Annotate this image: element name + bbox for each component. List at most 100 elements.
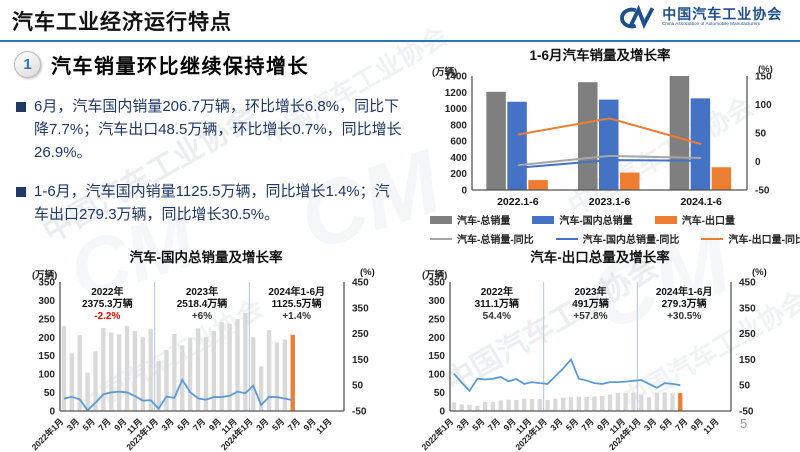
svg-text:2022.1-6: 2022.1-6 [497, 196, 539, 208]
svg-text:11月: 11月 [701, 416, 720, 435]
chart-legend: 汽车-总销量 汽车-国内总销量 汽车-出口量 汽车-总销量-同比 汽车-国内总销量-同比… [402, 212, 800, 246]
chart-title: 汽车-出口总量及增长率 [530, 250, 670, 265]
svg-text:50: 50 [739, 381, 751, 392]
svg-text:+30.5%: +30.5% [667, 311, 701, 322]
svg-text:7月: 7月 [191, 416, 207, 432]
svg-text:11月: 11月 [314, 416, 333, 435]
chart-canvas: 0 200 400 600 800 1000 1200 1400 -50 0 50 100 150 202… [445, 72, 772, 209]
svg-text:2023年: 2023年 [574, 285, 606, 298]
bullet-june-summary: 6月，汽车国内销量206.7万辆，环比增长6.8%，同比下降7.7%；汽车出口4… [14, 95, 402, 164]
svg-text:350: 350 [38, 278, 55, 289]
caam-monogram-icon [620, 4, 655, 29]
svg-text:+6%: +6% [192, 311, 212, 322]
header-rule [0, 40, 800, 42]
svg-text:3月: 3月 [454, 416, 470, 432]
svg-text:1000: 1000 [445, 104, 468, 115]
svg-text:3月: 3月 [254, 416, 270, 432]
svg-text:50: 50 [434, 388, 446, 399]
svg-text:7月: 7月 [486, 416, 502, 432]
left-axis-unit: (万辆) [422, 270, 448, 281]
legend-item: 汽车-国内总销量-同比 [555, 231, 679, 246]
svg-text:7月: 7月 [286, 416, 302, 432]
svg-text:3月: 3月 [548, 416, 564, 432]
svg-text:5月: 5月 [175, 416, 191, 432]
caam-logo: 中国汽车工业协会 China Association of Automobile… [614, 4, 788, 32]
svg-text:1200: 1200 [445, 88, 468, 99]
svg-text:800: 800 [450, 120, 467, 131]
svg-text:200: 200 [450, 169, 467, 180]
svg-text:150: 150 [352, 355, 369, 366]
svg-text:150: 150 [428, 351, 445, 362]
svg-text:150: 150 [739, 355, 756, 366]
right-axis-unit: (%) [758, 64, 773, 75]
svg-text:2024.1-6: 2024.1-6 [680, 196, 722, 208]
svg-text:311.1万辆: 311.1万辆 [475, 297, 519, 310]
bullet-square-icon [16, 102, 26, 112]
legend-item: 汽车-国内总销量 [532, 212, 633, 227]
svg-text:3月: 3月 [642, 416, 658, 432]
right-axis-unit: (%) [360, 267, 375, 278]
svg-text:250: 250 [428, 314, 445, 325]
svg-text:+57.8%: +57.8% [573, 311, 607, 322]
svg-text:200: 200 [38, 333, 55, 344]
svg-text:2022年1月: 2022年1月 [420, 416, 456, 451]
svg-text:350: 350 [739, 303, 756, 314]
svg-text:50: 50 [352, 381, 364, 392]
svg-text:279.3万辆: 279.3万辆 [662, 297, 707, 310]
svg-text:3月: 3月 [65, 416, 81, 432]
svg-text:150: 150 [755, 72, 772, 83]
chart-section-domestic-monthly: 汽车-国内总销量及增长率 (万辆) (%) 0 50 100 150 200 250 300… [14, 246, 398, 451]
chart-title: 1-6月汽车销量及增长率 [529, 48, 671, 63]
svg-text:5月: 5月 [80, 416, 96, 432]
chart-section-export-monthly: 汽车-出口总量及增长率 (万辆) (%) 0 50 100 150 200 250 300 3… [404, 246, 796, 451]
section-heading: 汽车销量环比继续保持增长 [51, 56, 309, 78]
svg-text:100: 100 [755, 100, 772, 111]
svg-text:0: 0 [49, 407, 55, 418]
svg-text:600: 600 [450, 137, 467, 148]
section-number-badge: 1 [14, 51, 41, 78]
svg-text:-2.2%: -2.2% [94, 311, 120, 322]
svg-text:100: 100 [38, 370, 55, 381]
svg-text:450: 450 [352, 278, 369, 289]
svg-text:100: 100 [428, 370, 445, 381]
page-number: 5 [740, 416, 748, 431]
svg-text:2375.3万辆: 2375.3万辆 [82, 297, 133, 310]
chart-canvas: 0 50 100 150 200 250 300 350 -50 50 150 250 350 450 20… [30, 278, 370, 452]
page-header: 汽车工业经济运行特点 [12, 6, 232, 36]
svg-text:-50: -50 [755, 186, 770, 197]
svg-text:2022年: 2022年 [91, 285, 123, 298]
svg-text:7月: 7月 [673, 416, 689, 432]
svg-text:2022年1月: 2022年1月 [30, 416, 66, 451]
chart-body: 0 50 100 150 200 250 300 350 -50 50 150 250 350 450 20… [404, 276, 796, 452]
svg-text:2023年: 2023年 [186, 285, 218, 298]
svg-text:200: 200 [428, 333, 445, 344]
chart-body: 0 50 100 150 200 250 300 350 -50 50 150 250 350 450 20… [14, 276, 398, 452]
svg-text:-50: -50 [352, 407, 367, 418]
chart-section-halfyear-sales: 1-6月汽车销量及增长率 (万辆) (%) 0 200 400 600 800 1000 1… [402, 44, 800, 246]
svg-text:50: 50 [755, 129, 767, 140]
bullet-list: 6月，汽车国内销量206.7万辆，环比增长6.8%，同比下降7.7%；汽车出口4… [14, 95, 402, 226]
chart-title: 汽车-国内总销量及增长率 [129, 250, 283, 265]
svg-text:7月: 7月 [96, 416, 112, 432]
svg-text:400: 400 [450, 153, 467, 164]
svg-text:250: 250 [38, 314, 55, 325]
svg-text:150: 150 [38, 351, 55, 362]
svg-text:1125.5万辆: 1125.5万辆 [272, 297, 322, 310]
svg-text:7月: 7月 [579, 416, 595, 432]
bullet-h1-summary: 1-6月，汽车国内销量1125.5万辆，同比增长1.4%；汽车出口279.3万辆… [14, 180, 402, 226]
svg-text:50: 50 [44, 388, 56, 399]
svg-text:2024年1-6月: 2024年1-6月 [268, 285, 325, 298]
legend-item: 汽车-出口量 [654, 212, 735, 227]
svg-text:450: 450 [739, 278, 756, 289]
page-title: 汽车工业经济运行特点 [12, 11, 232, 34]
bullet-square-icon [16, 187, 26, 197]
svg-text:300: 300 [38, 296, 55, 307]
logo-org-cn: 中国汽车工业协会 [662, 6, 783, 22]
svg-text:0: 0 [439, 407, 445, 418]
svg-text:2023.1-6: 2023.1-6 [589, 196, 631, 208]
svg-text:350: 350 [352, 303, 369, 314]
logo-org-en: China Association of Automobile Manufact… [662, 22, 761, 28]
legend-item: 汽车-总销量-同比 [430, 231, 534, 246]
chart-body: 0 200 400 600 800 1000 1200 1400 -50 0 50 100 150 202… [402, 64, 800, 246]
svg-text:1400: 1400 [445, 72, 468, 83]
